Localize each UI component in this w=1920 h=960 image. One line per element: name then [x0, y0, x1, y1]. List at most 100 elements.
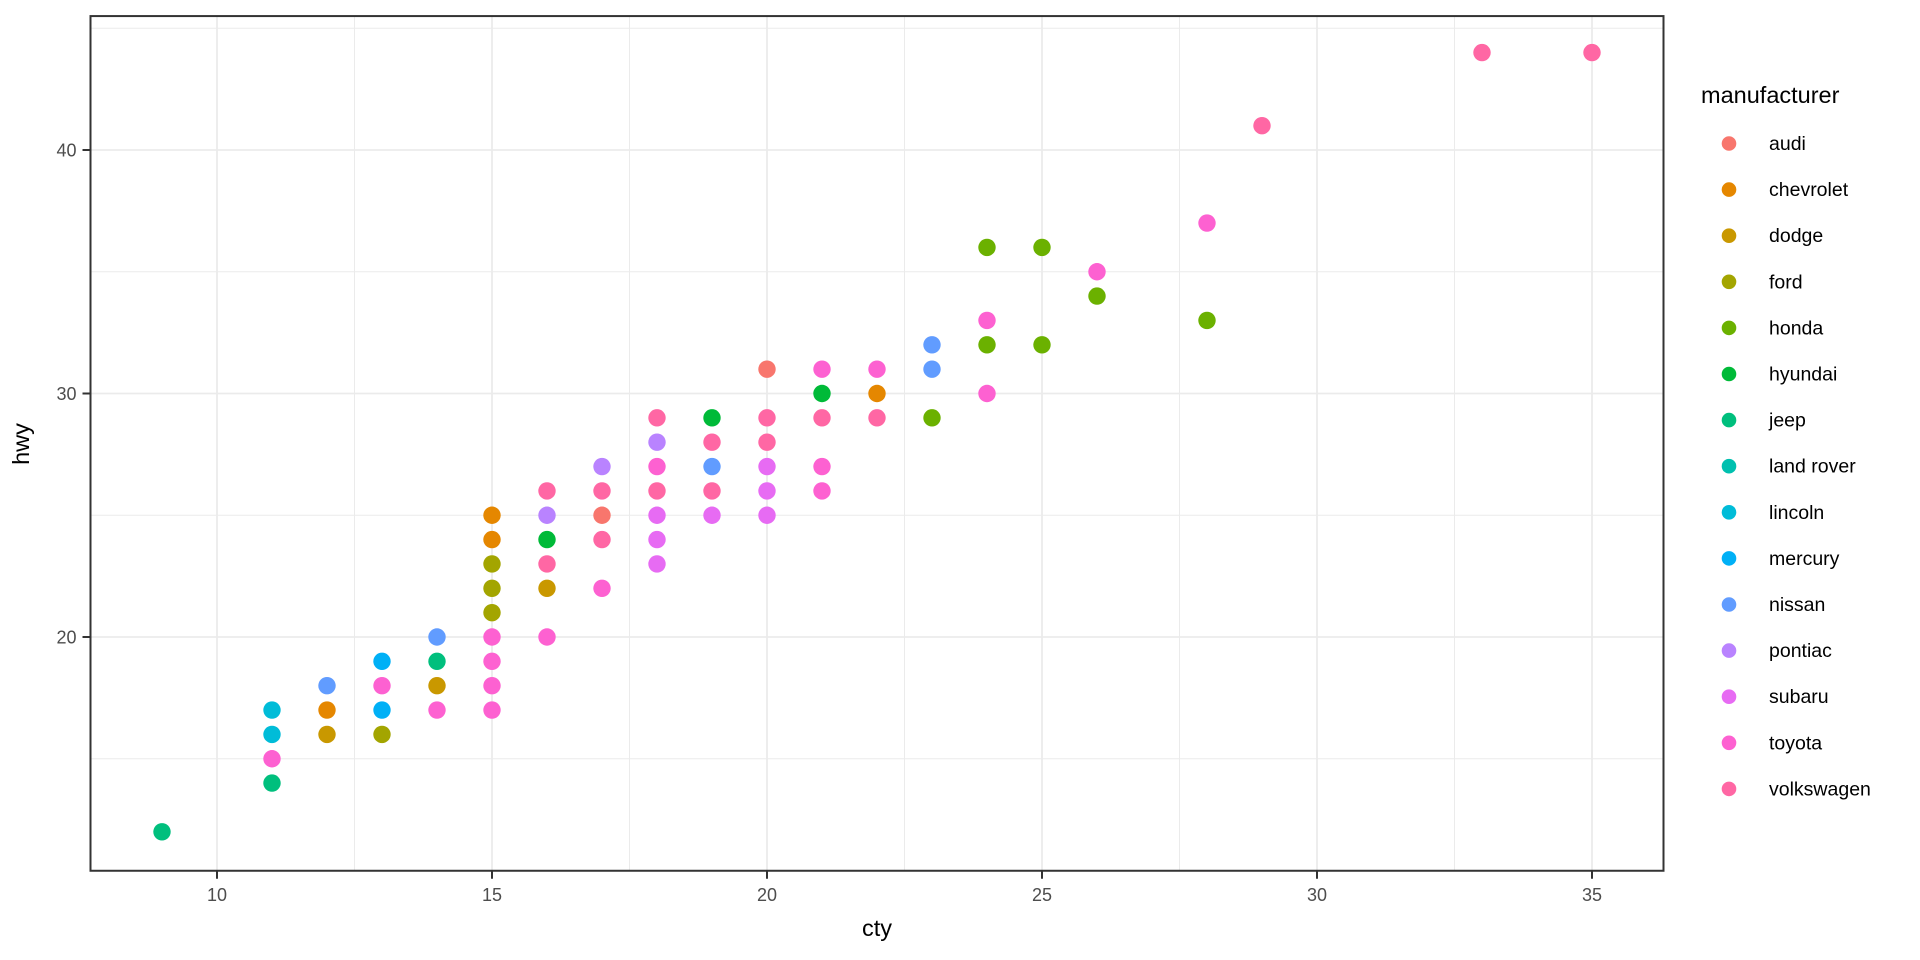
legend-key-dot	[1721, 551, 1737, 566]
data-point	[1253, 116, 1271, 135]
data-point	[1198, 311, 1216, 330]
legend-item-hyundai: hyundai	[1721, 364, 1837, 386]
data-point	[648, 506, 666, 524]
legend-item-audi: audi	[1721, 133, 1806, 155]
data-point	[648, 457, 666, 476]
data-point	[263, 701, 281, 719]
data-point	[263, 750, 281, 768]
data-point	[483, 555, 501, 573]
data-point	[538, 555, 556, 573]
legend-item-honda: honda	[1721, 317, 1823, 339]
data-point	[868, 409, 886, 427]
legend-label: nissan	[1769, 594, 1825, 616]
data-point	[593, 530, 611, 549]
legend-label: audi	[1769, 133, 1806, 155]
data-point	[758, 360, 776, 378]
data-point	[703, 506, 721, 524]
legend-key-dot	[1721, 412, 1737, 428]
y-tick-label: 40	[56, 141, 76, 161]
data-point	[593, 482, 611, 500]
axis-ticks	[82, 149, 1593, 879]
data-point	[263, 774, 281, 792]
data-point	[648, 555, 666, 573]
data-point	[538, 530, 556, 549]
data-point	[813, 360, 831, 378]
data-point	[318, 701, 336, 719]
data-point	[263, 725, 281, 744]
legend-item-lincoln: lincoln	[1721, 502, 1824, 524]
legend-key-dot	[1721, 505, 1737, 520]
data-point	[318, 725, 336, 744]
x-tick-label: 30	[1307, 885, 1327, 905]
data-point	[538, 579, 556, 597]
legend-key-dot	[1721, 182, 1737, 197]
data-point	[813, 409, 831, 427]
data-point	[813, 457, 831, 476]
data-point	[483, 652, 501, 671]
data-point	[1088, 263, 1106, 281]
data-point	[593, 579, 611, 597]
legend-label: land rover	[1769, 456, 1856, 478]
legend-label: chevrolet	[1769, 179, 1849, 201]
legend-key-dot	[1721, 136, 1737, 151]
x-tick-label: 25	[1032, 885, 1052, 905]
legend-item-dodge: dodge	[1721, 225, 1823, 247]
legend-item-toyota: toyota	[1721, 732, 1822, 754]
data-point	[923, 336, 941, 354]
data-point	[483, 677, 501, 695]
legend-label: subaru	[1769, 686, 1829, 708]
data-point	[758, 506, 776, 524]
data-point	[373, 701, 391, 719]
legend-item-volkswagen: volkswagen	[1721, 778, 1871, 800]
data-point	[153, 823, 171, 841]
data-points	[153, 43, 1601, 841]
data-point	[1583, 43, 1601, 62]
legend-title: manufacturer	[1701, 82, 1840, 108]
data-point	[758, 433, 776, 451]
legend-item-jeep: jeep	[1721, 410, 1806, 432]
x-tick-label: 20	[757, 885, 777, 905]
data-point	[593, 506, 611, 524]
data-point	[703, 457, 721, 476]
data-point	[593, 457, 611, 476]
data-point	[923, 409, 941, 427]
legend-key-dot	[1721, 597, 1737, 612]
legend-item-land-rover: land rover	[1721, 456, 1856, 478]
data-point	[373, 725, 391, 744]
data-point	[1033, 336, 1051, 354]
data-point	[648, 530, 666, 549]
data-point	[373, 652, 391, 671]
legend-key-dot	[1721, 228, 1737, 243]
data-point	[648, 433, 666, 451]
data-point	[978, 336, 996, 354]
data-point	[483, 579, 501, 597]
legend-label: dodge	[1769, 225, 1823, 247]
legend-key-dot	[1721, 458, 1737, 474]
legend-key-dot	[1721, 781, 1737, 797]
legend-item-chevrolet: chevrolet	[1721, 179, 1849, 201]
major-gridlines	[90, 16, 1664, 871]
legend-key-dot	[1721, 274, 1737, 290]
legend: audi chevrolet dodge ford honda hyundai jeep la…	[1721, 133, 1871, 800]
x-tick-label: 10	[207, 885, 227, 905]
data-point	[978, 384, 996, 403]
data-point	[868, 360, 886, 378]
data-point	[703, 409, 721, 427]
legend-item-mercury: mercury	[1721, 548, 1840, 570]
x-tick-label: 15	[482, 885, 502, 905]
x-axis-title: cty	[862, 915, 892, 941]
data-point	[758, 409, 776, 427]
data-point	[703, 482, 721, 500]
data-point	[483, 506, 501, 524]
data-point	[923, 360, 941, 378]
data-point	[1033, 238, 1051, 257]
data-point	[483, 701, 501, 719]
legend-key-dot	[1721, 689, 1737, 704]
data-point	[373, 677, 391, 695]
legend-label: honda	[1769, 317, 1823, 339]
data-point	[428, 652, 446, 671]
legend-label: lincoln	[1769, 502, 1824, 524]
legend-item-subaru: subaru	[1721, 686, 1829, 708]
legend-key-dot	[1721, 643, 1737, 658]
legend-label: volkswagen	[1769, 778, 1871, 800]
